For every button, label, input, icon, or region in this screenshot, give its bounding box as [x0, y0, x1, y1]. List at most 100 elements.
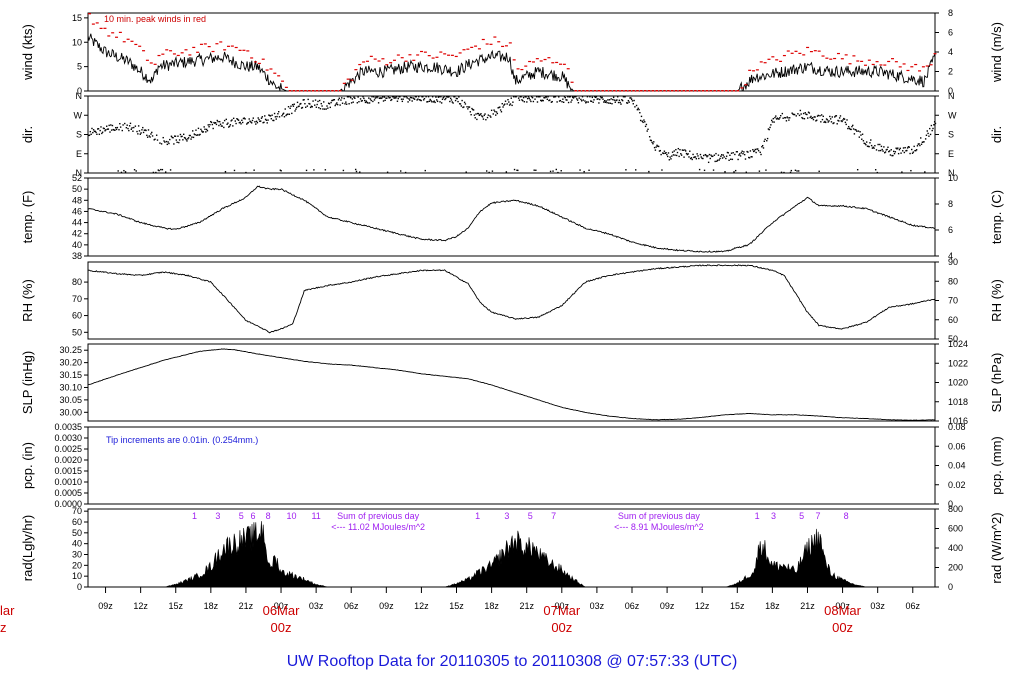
dir-point [425, 96, 427, 98]
dir-point [175, 139, 178, 141]
slp-left-tick-label: 30.20 [59, 358, 82, 368]
dir-point [411, 100, 413, 102]
dir-point [626, 102, 628, 104]
dir-point [233, 169, 236, 172]
dir-right-tick-label: S [948, 130, 954, 140]
dir-point [860, 134, 862, 136]
dir-point [88, 134, 91, 136]
dir-point [225, 118, 227, 121]
dir-point [849, 128, 851, 131]
dir-point [463, 101, 466, 104]
dir-point [577, 102, 580, 104]
dir-point [462, 106, 464, 109]
dir-point [363, 97, 365, 100]
peak-wind-mark [555, 61, 559, 64]
dir-point [113, 129, 115, 131]
peak-wind-mark [300, 90, 303, 92]
dir-point [523, 101, 526, 103]
x-tick-label: 03z [590, 601, 605, 611]
dir-point [293, 103, 295, 105]
peak-wind-mark [281, 80, 285, 82]
dir-point [625, 169, 627, 171]
dir-point [332, 99, 335, 101]
dir-point [840, 120, 842, 122]
dir-point [345, 103, 348, 105]
dir-point [587, 101, 589, 103]
pcp-right-tick-label: 0.08 [948, 422, 966, 432]
peak-wind-mark [767, 58, 771, 60]
dir-point [739, 153, 741, 155]
dir-point [152, 171, 155, 174]
dir-point [472, 108, 474, 111]
dir-point [400, 98, 403, 100]
peak-wind-mark [655, 90, 659, 92]
dir-point [147, 129, 150, 131]
peak-wind-mark [203, 43, 207, 45]
dir-point [821, 118, 824, 121]
dir-point [165, 140, 168, 143]
dir-point [409, 96, 412, 99]
dir-point [198, 134, 200, 136]
dir-point [833, 122, 835, 124]
dir-point [526, 101, 528, 103]
peak-wind-mark [145, 59, 149, 61]
peak-wind-mark [504, 45, 508, 47]
dir-point [898, 148, 901, 151]
peak-wind-mark [697, 90, 701, 92]
dir-point [729, 154, 731, 157]
rad-left-tick-label: 0 [77, 582, 82, 592]
rad-right-tick-label: 600 [948, 524, 963, 534]
dir-point [160, 168, 162, 171]
dir-point [542, 99, 544, 102]
dir-point [187, 137, 190, 139]
peak-wind-mark [485, 43, 489, 45]
dir-point [384, 99, 386, 102]
temp-left-tick-label: 46 [72, 206, 82, 216]
peak-wind-mark [836, 52, 840, 55]
dir-point [794, 169, 797, 172]
rh-right-label: RH (%) [989, 279, 1004, 322]
dir-point [99, 129, 101, 132]
dir-point [549, 99, 551, 101]
dir-point [694, 156, 696, 158]
dir-point [227, 122, 229, 124]
peak-wind-mark [667, 90, 670, 92]
peak-wind-mark [161, 53, 165, 55]
dir-point [309, 103, 311, 105]
dir-point [179, 133, 182, 136]
dir-point [272, 119, 274, 122]
dir-point [540, 99, 542, 102]
dir-point [558, 100, 561, 102]
dir-point [119, 122, 121, 125]
dir-point [508, 104, 511, 106]
dir-point [659, 149, 662, 152]
dir-point [624, 96, 626, 98]
peak-wind-mark [342, 82, 346, 84]
dir-point [671, 151, 674, 153]
dir-point [94, 130, 96, 133]
dir-point [460, 105, 463, 107]
dir-point [119, 126, 122, 128]
dir-point [250, 121, 252, 123]
dir-point [310, 105, 313, 107]
dir-point [399, 96, 401, 98]
dir-point [469, 111, 472, 113]
dir-point [631, 100, 634, 102]
dir-point [701, 157, 703, 160]
wind-right-tick-label: 0 [948, 86, 953, 96]
dir-point [500, 111, 503, 113]
peak-wind-mark [686, 90, 689, 92]
dir-point [341, 102, 344, 104]
dir-point [447, 96, 449, 98]
dir-point [926, 130, 928, 132]
dir-point [865, 144, 867, 146]
dir-point [570, 101, 572, 103]
dir-point [195, 129, 197, 131]
peak-wind-mark [477, 48, 481, 50]
dir-point [546, 98, 548, 100]
peak-wind-mark [674, 90, 678, 92]
wind-right-tick-label: 8 [948, 8, 953, 18]
dir-point [531, 96, 533, 98]
dir-point [288, 113, 291, 115]
